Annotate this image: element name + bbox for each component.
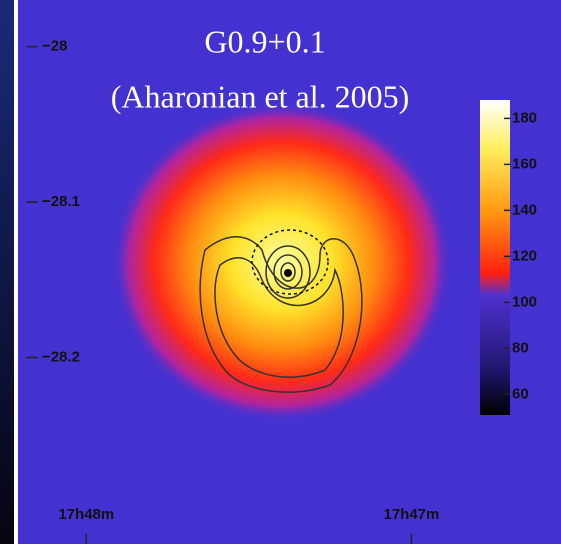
colorbar-tick-label: 80 [512,339,529,356]
chart-subtitle: (Aharonian et al. 2005) [111,78,410,114]
colorbar-tick-label: 140 [512,201,537,218]
emission [112,102,452,422]
colorbar-tick-label: 100 [512,293,537,310]
x-tick-label: 17h48m [58,506,114,523]
source-marker [284,269,292,277]
chart: G0.9+0.1 (Aharonian et al. 2005) −28 −28.… [0,0,561,544]
y-tick-label: −28.1 [42,193,80,210]
x-tick-label: 17h47m [383,506,439,523]
colorbar-tick-label: 120 [512,247,537,264]
chart-title: G0.9+0.1 [204,23,325,59]
border [14,0,18,544]
colorbar [480,100,510,415]
colorbar-tick-label: 60 [512,385,529,402]
colorbar-tick-label: 160 [512,155,537,172]
colorbar-tick-label: 180 [512,109,537,126]
side-strip [0,0,14,544]
y-tick-label: −28 [42,38,67,55]
y-tick-label: −28.2 [42,348,80,365]
